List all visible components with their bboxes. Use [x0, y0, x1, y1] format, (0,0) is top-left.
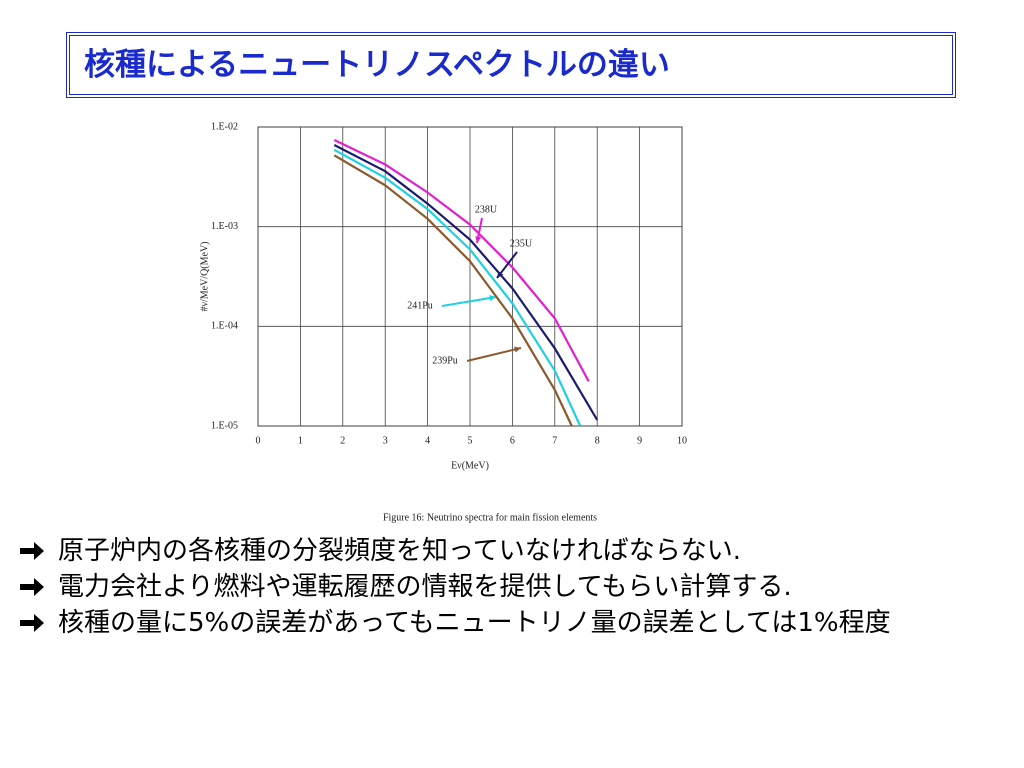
x-tick-label: 4 — [425, 435, 430, 446]
series-label: 238U — [475, 204, 498, 215]
chart: 0 1 2 3 4 5 6 7 8 9 10 1.E-05 1.E-04 1.E-03 1.E-02 Eν(M… — [199, 121, 687, 523]
slide-title: 核種によるニュートリノスペクトルの違い — [66, 32, 956, 98]
label-arrowhead — [497, 271, 504, 278]
bullet-arrow — [20, 614, 44, 632]
series-line — [333, 139, 590, 382]
series-label: 241Pu — [407, 300, 433, 311]
x-tick-label: 8 — [595, 435, 600, 446]
x-tick-label: 7 — [552, 435, 557, 446]
bullet: 電力会社より燃料や運転履歴の情報を提供してもらい計算する. — [18, 569, 908, 605]
bullet-text: 原子炉内の各核種の分裂頻度を知っていなければならない. — [58, 536, 741, 566]
x-tick-label: 1 — [298, 435, 303, 446]
label-arrowhead — [475, 236, 482, 243]
bullet: 原子炉内の各核種の分裂頻度を知っていなければならない. — [18, 533, 908, 569]
caption: Figure 16: Neutrino spectra for main fis… — [383, 512, 597, 523]
bullet-arrow — [20, 542, 44, 560]
label-arrow — [466, 347, 522, 362]
x-tick-label: 2 — [340, 435, 345, 446]
series-line — [333, 148, 582, 427]
y-tick-label: 1.E-04 — [211, 321, 238, 332]
bullet-list: 原子炉内の各核種の分裂頻度を知っていなければならない. 電力会社より燃料や運転履… — [18, 533, 928, 641]
bullet-text: 電力会社より燃料や運転履歴の情報を提供してもらい計算する. — [58, 572, 792, 602]
series-label: 239Pu — [432, 355, 458, 366]
x-tick-label: 9 — [637, 435, 642, 446]
x-tick-label: 10 — [677, 435, 687, 446]
bullet: 核種の量に5%の誤差があってもニュートリノ量の誤差としては1%程度 — [18, 605, 908, 641]
bullet-arrow — [20, 578, 44, 596]
bullet-text: 核種の量に5%の誤差があってもニュートリノ量の誤差としては1%程度 — [58, 608, 891, 638]
y-axis-label: #ν/MeV/Q(MeV) — [199, 241, 210, 311]
y-tick-label: 1.E-05 — [211, 420, 238, 431]
series-line — [333, 154, 573, 427]
x-tick-label: 5 — [468, 435, 473, 446]
label-arrowhead — [489, 295, 496, 302]
x-tick-label: 3 — [383, 435, 388, 446]
series-line — [333, 144, 599, 421]
x-tick-label: 0 — [256, 435, 261, 446]
series-label: 235U — [510, 238, 533, 249]
x-tick-label: 6 — [510, 435, 515, 446]
y-tick-label: 1.E-03 — [211, 221, 238, 232]
label-arrow — [441, 296, 497, 307]
label-arrowhead — [514, 346, 521, 353]
y-tick-label: 1.E-02 — [211, 121, 238, 132]
x-axis-label: Eν(MeV) — [451, 460, 489, 471]
